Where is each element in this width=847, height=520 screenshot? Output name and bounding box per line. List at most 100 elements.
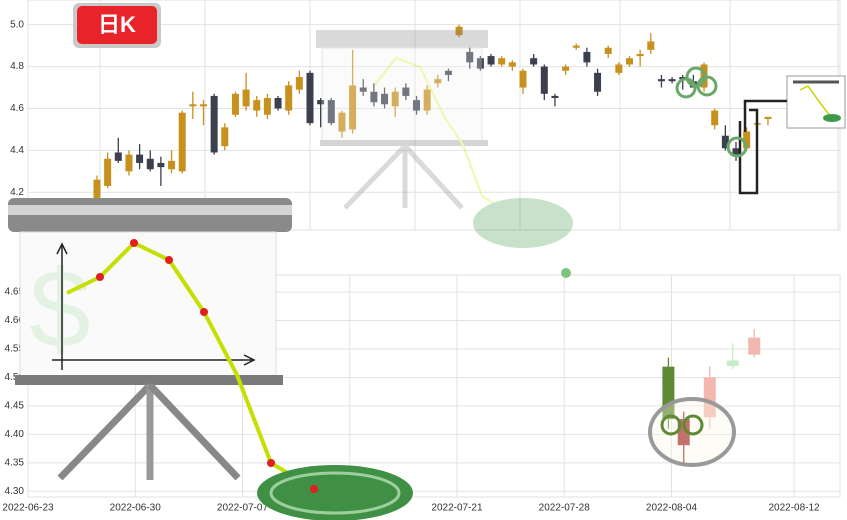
- big-board: $: [8, 198, 413, 520]
- y-tick-label: 4.35: [5, 457, 25, 468]
- y-tick-label: 4.50: [5, 372, 25, 383]
- candle-body: [444, 70, 452, 75]
- candle-body: [647, 41, 655, 50]
- y-tick-label: 4.2: [10, 187, 24, 198]
- candle-body: [263, 98, 271, 115]
- candle-body: [657, 79, 665, 82]
- x-tick-label: 2022-08-04: [646, 503, 698, 514]
- candle-body: [455, 26, 463, 36]
- candle-body: [146, 158, 154, 170]
- candle-body: [125, 154, 133, 172]
- candle-body: [726, 360, 739, 367]
- x-tick-label: 2022-07-28: [539, 503, 591, 514]
- candle-body: [434, 79, 442, 84]
- candle-body: [572, 45, 580, 48]
- x-tick-label: 2022-07-21: [431, 503, 483, 514]
- candle-body: [359, 87, 367, 92]
- candle-body: [327, 100, 335, 124]
- candle-body: [668, 79, 676, 82]
- y-tick-label: 4.6: [10, 103, 24, 114]
- ring: [675, 77, 697, 99]
- candle-body: [168, 160, 176, 170]
- candle-body: [136, 154, 144, 163]
- candle-body: [743, 131, 751, 149]
- candle-body: [594, 72, 602, 92]
- y-tick-label: 4.60: [5, 315, 25, 326]
- candle-body: [114, 152, 122, 161]
- candle-body: [604, 47, 612, 54]
- candle-body: [317, 100, 325, 105]
- candle-body: [721, 135, 729, 149]
- candle-body: [487, 56, 495, 65]
- candle-body: [402, 87, 410, 96]
- candle-body: [519, 70, 527, 88]
- candle-body: [242, 89, 250, 107]
- connector: [738, 99, 787, 195]
- candle-body: [413, 100, 420, 111]
- candle-body: [764, 116, 772, 119]
- candle-body: [562, 66, 570, 71]
- candle-body: [711, 110, 719, 126]
- candle-body: [636, 54, 644, 57]
- ring: [696, 75, 718, 97]
- candle-body: [306, 72, 314, 124]
- y-tick-label: 4.8: [10, 61, 24, 72]
- candle-body: [391, 91, 399, 107]
- candle-body: [508, 62, 516, 67]
- candle-body: [423, 89, 431, 111]
- badge: [77, 6, 157, 44]
- ring: [660, 414, 682, 436]
- y-tick-label: 4.55: [5, 344, 25, 355]
- ring: [726, 136, 748, 158]
- candle-body: [157, 162, 165, 168]
- candle-body: [615, 64, 623, 73]
- candle-body: [349, 85, 357, 130]
- candle-body: [231, 93, 239, 115]
- candle-body: [626, 58, 633, 65]
- candle-body: [551, 95, 559, 98]
- candle-body: [540, 66, 548, 94]
- svg-text:$: $: [29, 248, 90, 371]
- candle-body: [221, 127, 229, 147]
- mini-cover: [823, 114, 841, 122]
- candle-body: [466, 51, 474, 63]
- x-tick-label: 2022-08-12: [768, 503, 820, 514]
- badge-text: 日K: [98, 12, 136, 37]
- candle-body: [476, 58, 484, 69]
- faded-board: [316, 30, 573, 248]
- candle-body: [178, 112, 186, 172]
- candle-body: [703, 377, 716, 418]
- candle-body: [274, 98, 282, 109]
- candle-body: [748, 337, 761, 355]
- candle-body: [370, 91, 378, 103]
- candle-body: [498, 58, 506, 65]
- x-tick-label: 2022-07-07: [217, 503, 269, 514]
- y-tick-label: 4.4: [10, 145, 24, 156]
- y-tick-label: 4.65: [5, 287, 25, 298]
- x-tick-label: 2022-06-30: [110, 503, 162, 514]
- candle-body: [381, 93, 389, 105]
- x-tick-label: 2022-06-23: [2, 503, 54, 514]
- candle-body: [210, 95, 218, 153]
- candle-body: [338, 112, 346, 132]
- candle-body: [93, 179, 101, 201]
- marker: [561, 268, 571, 278]
- candle-body: [104, 158, 112, 186]
- y-tick-label: 4.40: [5, 429, 25, 440]
- candle-body: [530, 58, 538, 65]
- highlight-ellipse: [648, 397, 736, 467]
- charts: 4.2 4.4 4.6 4.8 5.0 4.30 4.35 4.40 4.45 4.50 4.55 4…: [2, 0, 841, 514]
- candle-body: [295, 77, 303, 90]
- y-tick-label: 4.30: [5, 486, 25, 497]
- candle-body: [189, 104, 197, 107]
- candle-body: [200, 104, 207, 107]
- candle-body: [285, 85, 293, 111]
- y-tick-label: 5.0: [10, 19, 24, 30]
- candle-body: [253, 100, 261, 111]
- ring: [682, 414, 704, 436]
- candle-body: [732, 148, 740, 155]
- mini-curve: [799, 85, 831, 117]
- y-tick-label: 4.45: [5, 401, 25, 412]
- decorations: 日K $: [8, 3, 846, 520]
